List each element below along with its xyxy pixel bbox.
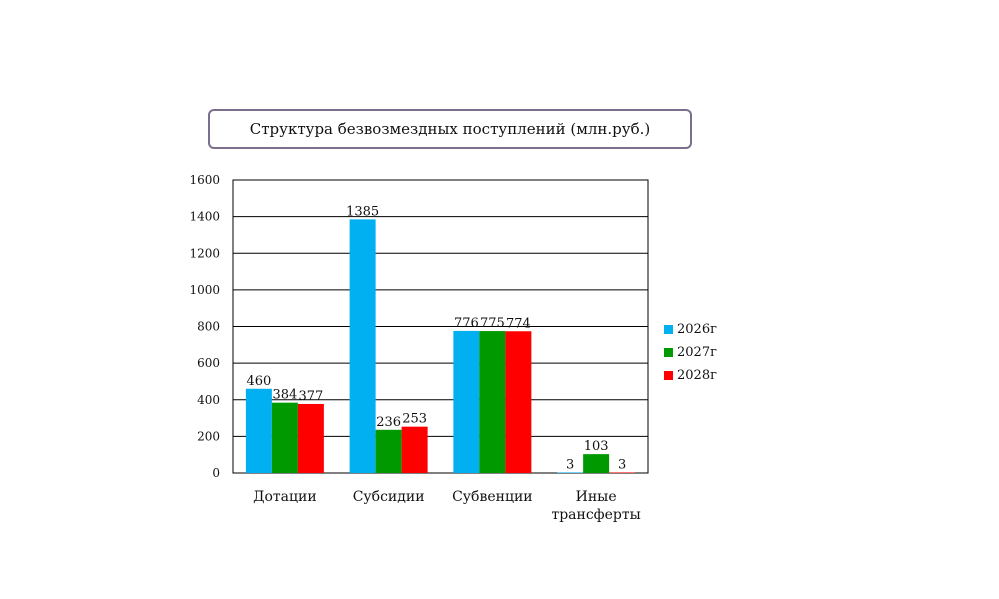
legend-swatch-2026 (664, 325, 673, 334)
data-label: 3 (618, 457, 626, 472)
x-tick-label: Дотации (253, 489, 317, 505)
y-tick-label: 800 (197, 320, 220, 334)
bar (297, 403, 324, 473)
legend-label-2028: 2028г (677, 368, 717, 383)
bar (583, 454, 610, 473)
legend-item-2028: 2028г (664, 364, 717, 387)
x-tick-label: Субсидии (353, 489, 425, 505)
legend-item-2026: 2026г (664, 318, 717, 341)
bar (453, 330, 480, 473)
bar (479, 331, 506, 473)
bar (349, 219, 376, 473)
data-label: 236 (376, 415, 401, 430)
y-tick-label: 600 (197, 356, 220, 370)
y-tick-label: 1000 (189, 283, 220, 297)
x-tick-label: Субвенции (452, 489, 533, 505)
plot-border (232, 179, 649, 474)
data-label: 774 (506, 316, 531, 331)
y-tick-label: 1600 (189, 173, 220, 187)
y-tick-label: 1200 (189, 246, 220, 260)
y-tick-label: 200 (197, 429, 220, 443)
data-label: 460 (246, 374, 271, 389)
legend-swatch-2027 (664, 348, 673, 357)
bar (401, 426, 428, 473)
legend-item-2027: 2027г (664, 341, 717, 364)
data-label: 103 (584, 439, 609, 454)
bar (271, 402, 298, 473)
bar (505, 331, 532, 473)
legend-label-2027: 2027г (677, 345, 717, 360)
data-label: 775 (480, 316, 505, 331)
chart-title-box: Структура безвозмездных поступлений (млн… (208, 109, 692, 149)
y-tick-label: 0 (212, 466, 220, 480)
y-tick-label: 1400 (189, 210, 220, 224)
bar (609, 472, 636, 473)
data-label: 377 (298, 389, 323, 404)
x-tick-label: Иные трансферты (551, 489, 640, 523)
legend: 2026г 2027г 2028г (664, 318, 717, 387)
data-label: 3 (566, 457, 574, 472)
data-label: 384 (272, 388, 297, 403)
legend-swatch-2028 (664, 371, 673, 380)
y-tick-label: 400 (197, 393, 220, 407)
bar (375, 429, 402, 473)
data-label: 253 (402, 412, 427, 427)
bar (245, 388, 272, 473)
chart-title: Структура безвозмездных поступлений (млн… (249, 120, 651, 138)
bar (557, 472, 584, 473)
legend-label-2026: 2026г (677, 322, 717, 337)
data-label: 776 (454, 316, 479, 331)
data-label: 1385 (346, 204, 379, 219)
